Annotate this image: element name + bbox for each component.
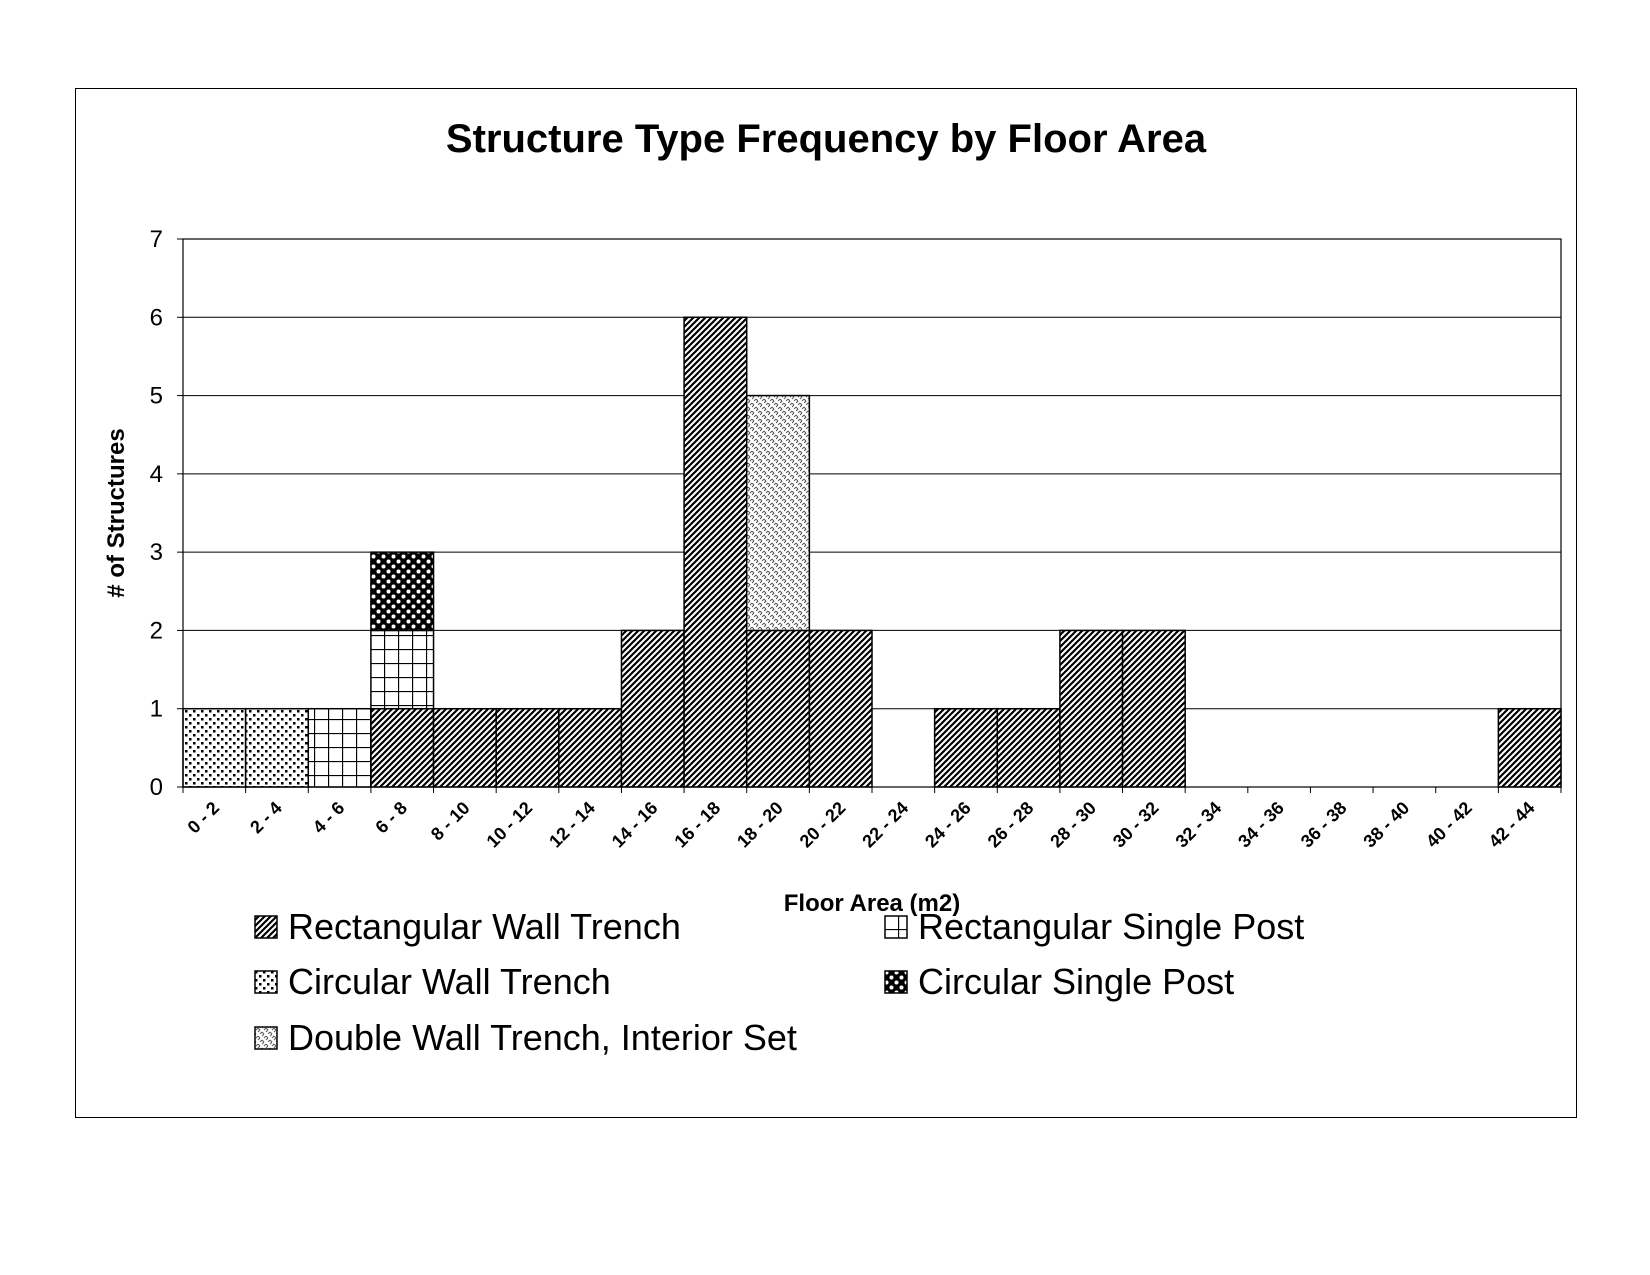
bar-series-2-cat-1 (244, 707, 310, 788)
bar-series-1-cat-2 (307, 707, 372, 788)
x-tick-label: 22 - 24 (858, 798, 912, 852)
axes-layer: 0 1 2 3 4 5 6 7 0 - 2 2 - 4 4 - 6 6 - 8 8 - 10 10 - 1… (103, 226, 1562, 917)
x-tick-label: 42 - 44 (1485, 798, 1539, 852)
bar-series-4-cat-9 (745, 394, 811, 632)
chart-frame: Structure Type Frequency by Floor Area (75, 88, 1577, 1118)
x-tick-label: 16 - 18 (670, 798, 724, 852)
bar-series-0-cat-10 (808, 629, 873, 788)
bar-series-0-cat-21 (1497, 707, 1562, 788)
x-tick-label: 8 - 10 (427, 798, 474, 845)
bar-series-0-cat-9 (745, 629, 811, 788)
x-tick-label: 12 - 14 (545, 798, 599, 852)
chart-plot: 0 1 2 3 4 5 6 7 0 - 2 2 - 4 4 - 6 6 - 8 8 - 10 10 - 1… (103, 226, 1562, 917)
y-tick-label: 3 (150, 539, 163, 566)
bar-series-1-cat-3 (370, 629, 435, 710)
bar-series-0-cat-5 (495, 707, 560, 788)
x-tick-label: 10 - 12 (483, 798, 537, 852)
x-tick-label: 14 - 16 (608, 798, 662, 852)
bar-series-0-cat-7 (620, 629, 685, 788)
y-tick-label: 4 (150, 461, 163, 488)
x-tick-label: 4 - 6 (309, 798, 349, 838)
y-tick-label: 6 (150, 304, 163, 331)
x-tick-label: 6 - 8 (371, 798, 411, 838)
y-tick-label: 1 (150, 696, 163, 723)
bar-series-0-cat-15 (1121, 629, 1186, 788)
y-tick-label: 0 (150, 774, 163, 801)
bar-series-0-cat-13 (996, 707, 1061, 788)
bar-series-0-cat-6 (558, 707, 623, 788)
x-tick-label: 36 - 38 (1297, 798, 1351, 852)
x-tick-label: 40 - 42 (1422, 798, 1476, 852)
bar-series-0-cat-3 (370, 707, 435, 788)
y-tick-label: 7 (150, 226, 163, 253)
x-tick-label: 28 - 30 (1046, 798, 1100, 852)
x-tick-label: 30 - 32 (1109, 798, 1163, 852)
bar-series-2-cat-0 (182, 707, 247, 788)
x-tick-label: 18 - 20 (733, 798, 787, 852)
bar-series-3-cat-3 (370, 551, 435, 632)
x-tick-label: 2 - 4 (246, 798, 286, 838)
chart-title: Structure Type Frequency by Floor Area (445, 117, 1207, 161)
bar-series-0-cat-12 (933, 707, 999, 788)
x-axis-title: Floor Area (m2) (784, 890, 960, 917)
x-tick-label: 0 - 2 (184, 798, 224, 838)
x-tick-label: 34 - 36 (1234, 798, 1288, 852)
bar-series-0-cat-14 (1059, 629, 1124, 788)
x-tick-label: 26 - 28 (984, 798, 1038, 852)
bars-layer (182, 316, 1562, 788)
y-tick-label: 5 (150, 383, 163, 410)
x-tick-label: 24 - 26 (921, 798, 975, 852)
bar-series-0-cat-4 (432, 707, 497, 788)
y-axis-title: # of Structures (103, 428, 130, 597)
bar-series-0-cat-8 (683, 316, 748, 788)
x-tick-label: 20 - 22 (796, 798, 850, 852)
x-tick-label: 38 - 40 (1359, 798, 1413, 852)
x-tick-label: 32 - 34 (1172, 798, 1226, 852)
y-tick-label: 2 (150, 617, 163, 644)
